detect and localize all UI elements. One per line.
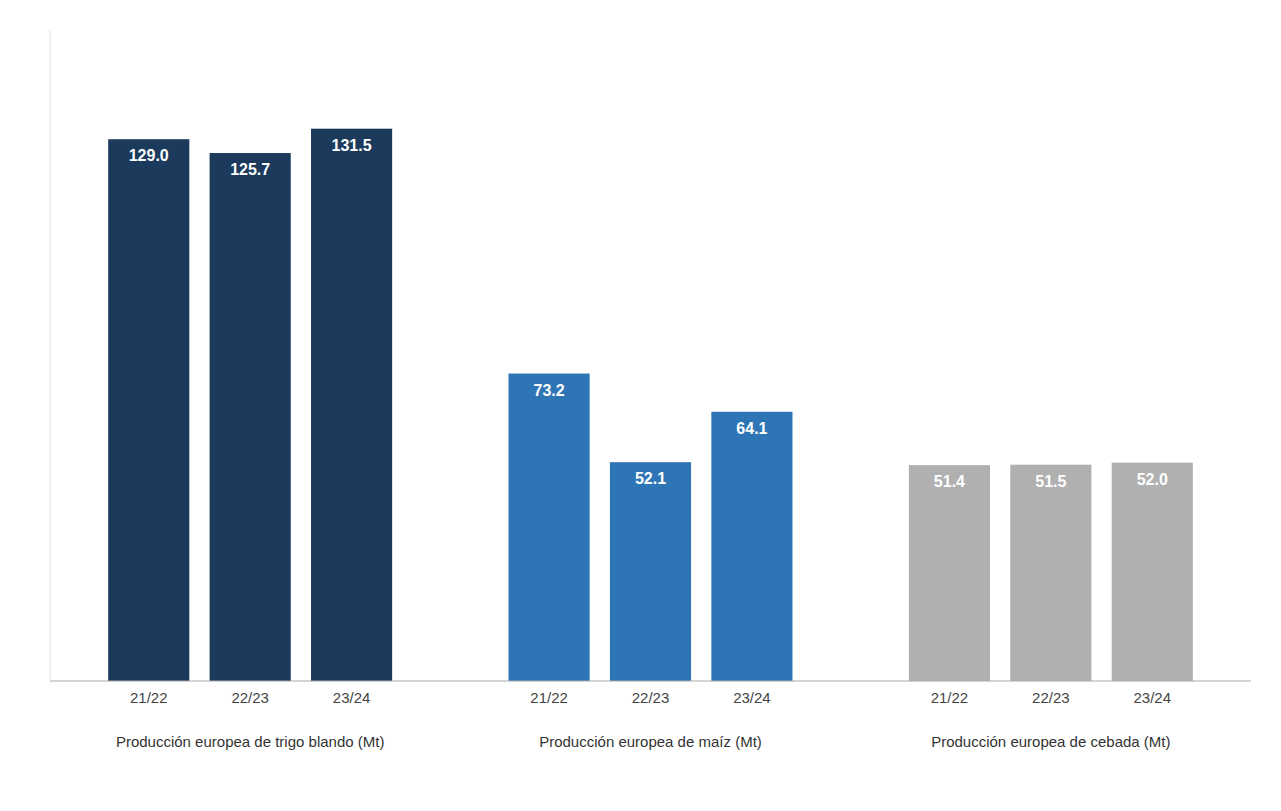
bar (108, 139, 189, 681)
bar (210, 153, 291, 681)
data-label: 129.0 (129, 147, 169, 164)
x-tick-label: 23/24 (333, 689, 371, 706)
bar (610, 462, 691, 681)
data-label: 73.2 (534, 382, 565, 399)
data-label: 52.0 (1137, 471, 1168, 488)
group-label: Producción europea de cebada (Mt) (931, 733, 1170, 750)
bar (711, 412, 792, 681)
bar (509, 374, 590, 681)
data-label: 64.1 (736, 420, 767, 437)
data-label: 51.5 (1035, 473, 1066, 490)
x-tick-label: 22/23 (632, 689, 670, 706)
bar (311, 129, 392, 681)
x-tick-label: 21/22 (530, 689, 568, 706)
group-label: Producción europea de trigo blando (Mt) (116, 733, 385, 750)
x-tick-label: 22/23 (231, 689, 269, 706)
x-tick-label: 22/23 (1032, 689, 1070, 706)
bar (909, 465, 990, 681)
data-label: 125.7 (230, 161, 270, 178)
group-label: Producción europea de maíz (Mt) (539, 733, 762, 750)
bars (108, 129, 1193, 681)
data-label: 52.1 (635, 470, 666, 487)
data-label: 131.5 (332, 137, 372, 154)
data-label: 51.4 (934, 473, 965, 490)
chart: 129.0 21/22 125.7 22/23 131.5 23/24 Producción… (0, 0, 1281, 811)
labels: 129.0 21/22 125.7 22/23 131.5 23/24 Producción… (116, 137, 1171, 750)
x-tick-label: 23/24 (1133, 689, 1171, 706)
x-tick-label: 21/22 (931, 689, 969, 706)
bar (1112, 463, 1193, 681)
y-axis-line (50, 30, 51, 681)
x-axis-line (50, 681, 1251, 682)
x-tick-label: 23/24 (733, 689, 771, 706)
bar (1010, 465, 1091, 681)
x-tick-label: 21/22 (130, 689, 168, 706)
